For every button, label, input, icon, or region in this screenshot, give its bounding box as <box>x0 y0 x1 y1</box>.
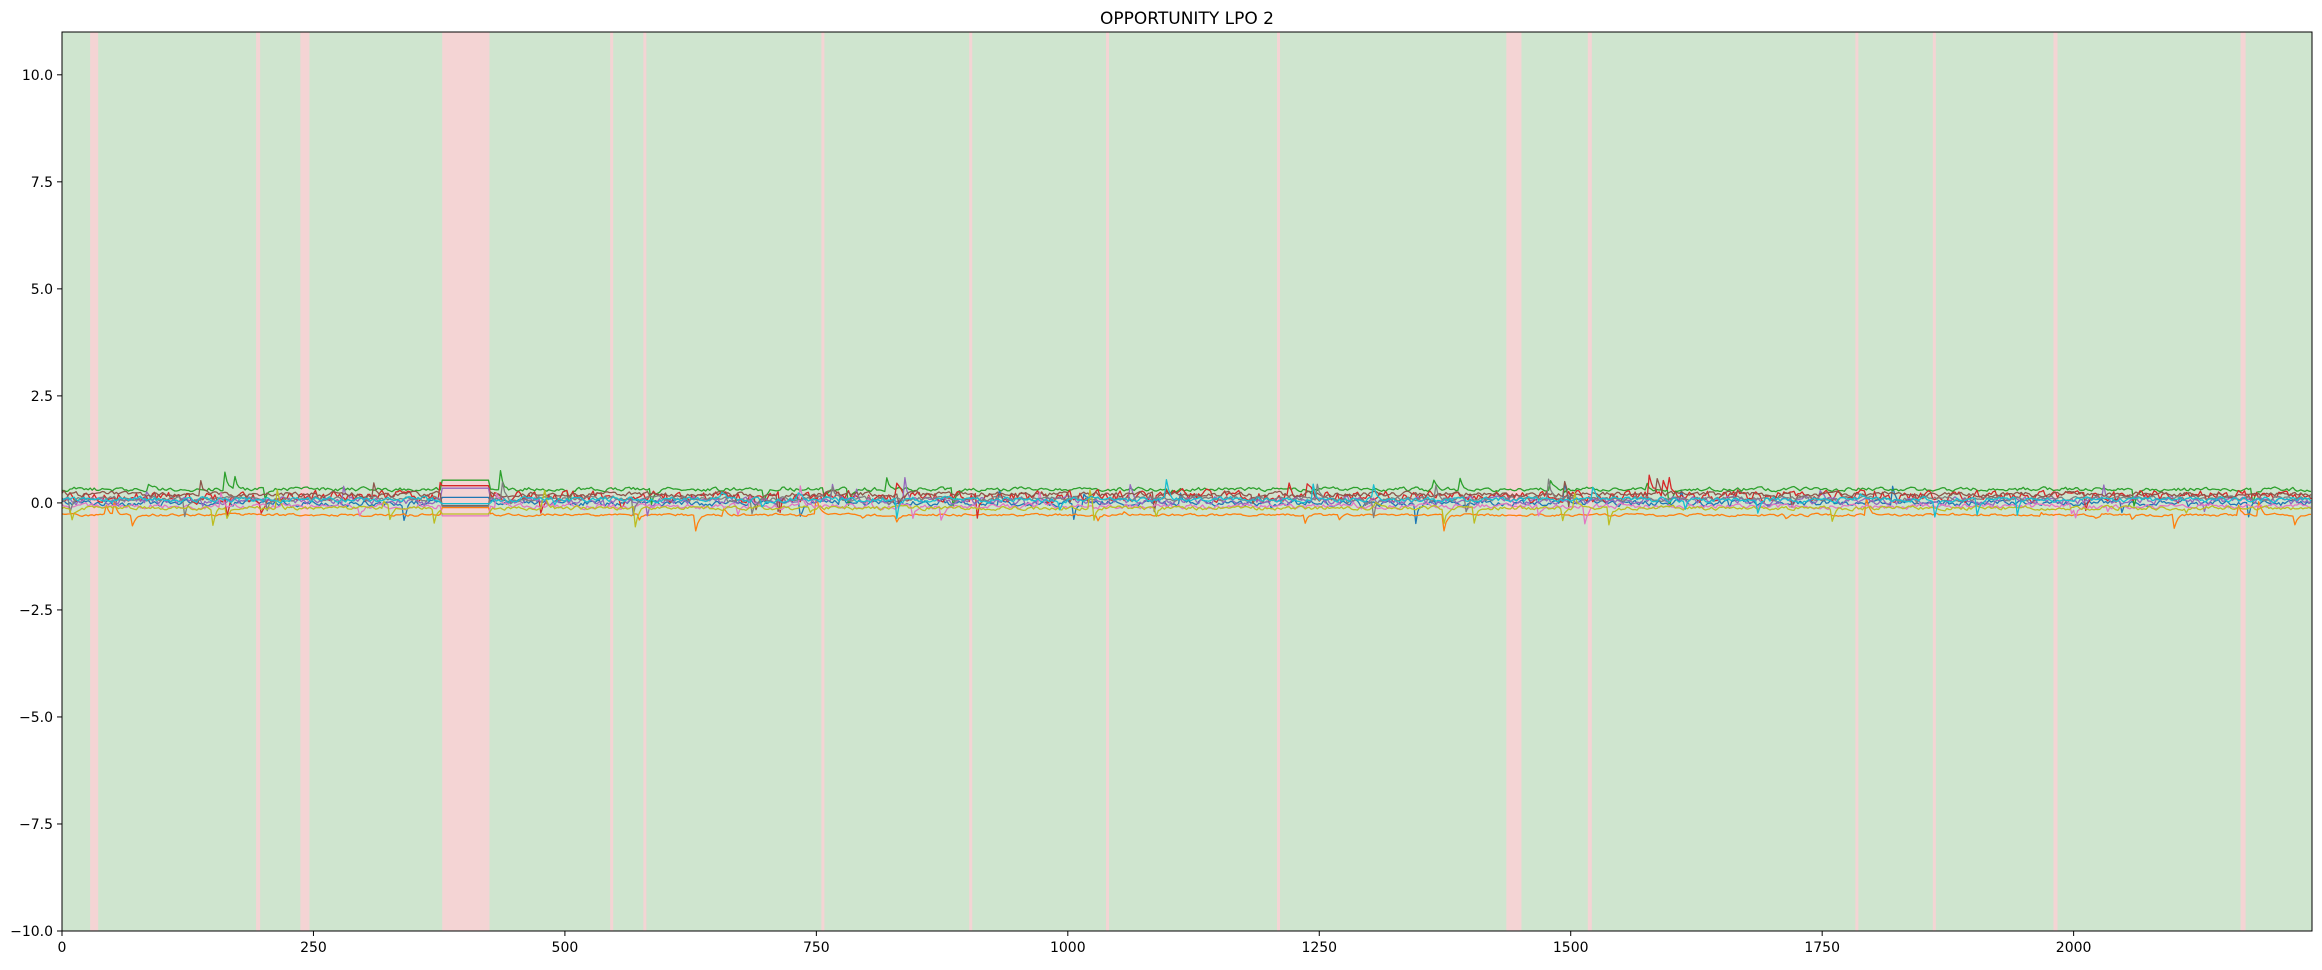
x-axis: 0 250 500 750 1000 1250 1500 1750 2000 <box>58 931 2092 956</box>
anomaly-span-1 <box>256 32 261 931</box>
y-tick-label-3: −2.5 <box>19 603 53 619</box>
anomaly-span-13 <box>1932 32 1936 931</box>
anomaly-spans <box>90 32 2246 931</box>
anomaly-span-3 <box>442 32 490 931</box>
x-tick-label-0: 0 <box>58 940 67 956</box>
x-tick-label-1: 250 <box>300 940 327 956</box>
anomaly-span-14 <box>2053 32 2058 931</box>
anomaly-span-8 <box>1106 32 1110 931</box>
anomaly-span-7 <box>969 32 973 931</box>
y-tick-label-8: 10.0 <box>22 68 53 84</box>
x-tick-label-3: 750 <box>803 940 830 956</box>
anomaly-span-5 <box>643 32 647 931</box>
x-tick-label-5: 1250 <box>1301 940 1337 956</box>
plot-frame <box>61 31 2313 932</box>
y-tick-label-1: −7.5 <box>19 817 53 833</box>
y-tick-label-0: −10.0 <box>10 924 53 940</box>
series-line-6 <box>61 485 2312 525</box>
series-line-9 <box>61 479 2312 519</box>
axes-frame <box>61 31 2313 932</box>
y-axis: −10.0 −7.5 −5.0 −2.5 0.0 2.5 5.0 7.5 10.0 <box>10 68 62 940</box>
plot-area <box>62 32 2312 931</box>
y-tick-label-2: −5.0 <box>19 710 53 726</box>
x-tick-label-7: 1750 <box>1804 940 1840 956</box>
series-line-2 <box>61 469 2312 508</box>
series-line-5 <box>61 477 2312 513</box>
x-tick-label-8: 2000 <box>2056 940 2092 956</box>
x-tick-label-6: 1500 <box>1553 940 1589 956</box>
chart-title: OPPORTUNITY LPO 2 <box>1100 9 1274 29</box>
x-tick-label-2: 500 <box>552 940 579 956</box>
y-tick-label-4: 0.0 <box>31 496 53 512</box>
anomaly-span-11 <box>1587 32 1592 931</box>
anomaly-span-10 <box>1506 32 1522 931</box>
anomaly-span-15 <box>2240 32 2246 931</box>
x-tick-label-4: 1000 <box>1050 940 1086 956</box>
series-line-7 <box>61 478 2312 519</box>
y-tick-label-5: 2.5 <box>31 389 53 405</box>
anomaly-span-12 <box>1855 32 1859 931</box>
anomaly-span-9 <box>1277 32 1281 931</box>
anomaly-span-2 <box>300 32 310 931</box>
plot-background <box>62 32 2312 931</box>
y-tick-label-7: 7.5 <box>31 175 53 191</box>
anomaly-span-6 <box>821 32 825 931</box>
anomaly-span-4 <box>610 32 614 931</box>
anomaly-span-0 <box>90 32 99 931</box>
series-lines <box>61 469 2312 532</box>
y-tick-label-6: 5.0 <box>31 282 53 298</box>
